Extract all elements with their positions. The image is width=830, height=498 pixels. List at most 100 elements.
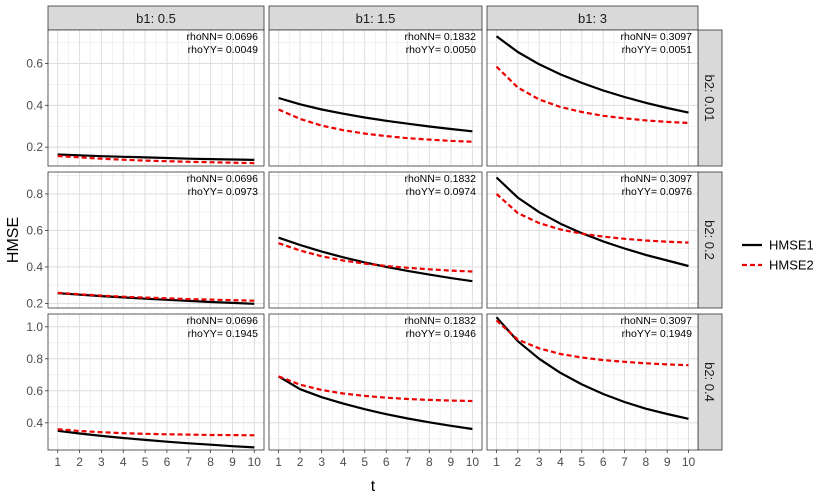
x-tick-label: 8 — [207, 455, 214, 469]
panel-annotation: rhoYY= 0.0051 — [622, 44, 693, 56]
legend-label: HMSE1 — [769, 238, 814, 253]
panel-border — [268, 29, 483, 167]
x-tick-label: 10 — [248, 455, 262, 469]
panel-border — [486, 313, 699, 451]
panel-annotation: rhoNN= 0.1832 — [404, 173, 476, 185]
x-tick-label: 9 — [229, 455, 236, 469]
panel-border — [486, 29, 699, 167]
panel-annotation: rhoNN= 0.0696 — [186, 173, 258, 185]
panel-annotation: rhoNN= 0.3097 — [620, 173, 692, 185]
x-tick-label: 1 — [493, 455, 500, 469]
y-tick-label: 0.6 — [26, 223, 43, 237]
panel-annotation: rhoNN= 0.1832 — [404, 315, 476, 327]
series-line-hmse1 — [278, 375, 473, 431]
y-tick-label: 0.2 — [26, 140, 43, 154]
y-tick-label: 0.6 — [26, 56, 43, 70]
panel-border — [486, 171, 699, 309]
y-tick-label: 0.4 — [26, 260, 43, 274]
panel-border — [47, 171, 265, 309]
col-strip — [47, 5, 265, 31]
x-tick-label: 7 — [404, 455, 411, 469]
y-tick-label: 0.2 — [26, 296, 43, 310]
panel-annotation: rhoYY= 0.0973 — [188, 186, 259, 198]
panel-annotation: rhoNN= 0.3097 — [620, 31, 692, 43]
series-line-hmse2 — [278, 375, 473, 403]
x-tick-label: 10 — [682, 455, 696, 469]
legend-label: HMSE2 — [769, 258, 814, 273]
panel-border — [268, 313, 483, 451]
series-line-hmse2 — [495, 65, 689, 124]
panel-border — [47, 313, 265, 451]
col-strip-label: b1: 0.5 — [136, 11, 176, 26]
x-tick-label: 7 — [621, 455, 628, 469]
col-strip-label: b1: 1.5 — [356, 11, 396, 26]
x-tick-label: 9 — [448, 455, 455, 469]
col-strip-label: b1: 3 — [578, 11, 607, 26]
panel-annotation: rhoNN= 0.0696 — [186, 315, 258, 327]
series-line-hmse2 — [57, 154, 255, 165]
x-tick-label: 8 — [642, 455, 649, 469]
series-line-hmse1 — [495, 35, 689, 114]
x-tick-label: 5 — [578, 455, 585, 469]
x-tick-label: 1 — [54, 455, 61, 469]
series-line-hmse2 — [57, 428, 255, 437]
series-line-hmse1 — [57, 429, 255, 449]
row-strip — [697, 29, 723, 167]
x-tick-label: 7 — [185, 455, 192, 469]
x-tick-label: 6 — [164, 455, 171, 469]
panel-annotation: rhoYY= 0.1949 — [622, 328, 693, 340]
series-line-hmse2 — [495, 193, 689, 244]
series-line-hmse2 — [495, 319, 689, 367]
series-line-hmse1 — [278, 96, 473, 133]
x-tick-label: 3 — [98, 455, 105, 469]
x-tick-label: 10 — [466, 455, 480, 469]
row-strip-label: b2: 0.4 — [702, 362, 717, 402]
series-line-hmse1 — [57, 153, 255, 161]
panel-border — [47, 29, 265, 167]
x-tick-label: 6 — [600, 455, 607, 469]
series-line-hmse2 — [278, 108, 473, 143]
panel-border — [268, 171, 483, 309]
x-tick-label: 4 — [340, 455, 347, 469]
panel-annotation: rhoYY= 0.0976 — [622, 186, 693, 198]
x-tick-label: 2 — [514, 455, 521, 469]
panel-annotation: rhoYY= 0.0050 — [406, 44, 477, 56]
y-tick-label: 1.0 — [26, 320, 43, 334]
panel-annotation: rhoYY= 0.0974 — [406, 186, 477, 198]
row-strip — [697, 171, 723, 309]
y-tick-label: 0.6 — [26, 384, 43, 398]
x-tick-label: 3 — [318, 455, 325, 469]
x-tick-label: 6 — [383, 455, 390, 469]
x-tick-label: 9 — [664, 455, 671, 469]
row-strip-label: b2: 0.2 — [702, 220, 717, 260]
y-tick-label: 0.4 — [26, 416, 43, 430]
x-tick-label: 1 — [275, 455, 282, 469]
y-axis-title: HMSE — [5, 217, 22, 263]
panel-annotation: rhoYY= 0.1945 — [188, 328, 259, 340]
panel-annotation: rhoNN= 0.0696 — [186, 31, 258, 43]
y-tick-label: 0.8 — [26, 187, 43, 201]
series-line-hmse1 — [495, 316, 689, 420]
x-tick-label: 5 — [361, 455, 368, 469]
col-strip — [268, 5, 483, 31]
panel-annotation: rhoNN= 0.3097 — [620, 315, 692, 327]
series-line-hmse2 — [57, 291, 255, 302]
x-tick-label: 4 — [120, 455, 127, 469]
y-tick-label: 0.8 — [26, 352, 43, 366]
col-strip — [486, 5, 699, 31]
x-tick-label: 2 — [297, 455, 304, 469]
y-tick-label: 0.4 — [26, 98, 43, 112]
row-strip-label: b2: 0.01 — [702, 75, 717, 122]
series-line-hmse2 — [278, 242, 473, 273]
x-tick-label: 3 — [536, 455, 543, 469]
series-line-hmse1 — [495, 176, 689, 268]
x-tick-label: 5 — [142, 455, 149, 469]
x-tick-label: 8 — [426, 455, 433, 469]
panel-annotation: rhoNN= 0.1832 — [404, 31, 476, 43]
x-axis-title: t — [371, 478, 376, 495]
x-tick-label: 4 — [557, 455, 564, 469]
panel-annotation: rhoYY= 0.1946 — [406, 328, 477, 340]
x-tick-label: 2 — [76, 455, 83, 469]
panel-annotation: rhoYY= 0.0049 — [188, 44, 259, 56]
